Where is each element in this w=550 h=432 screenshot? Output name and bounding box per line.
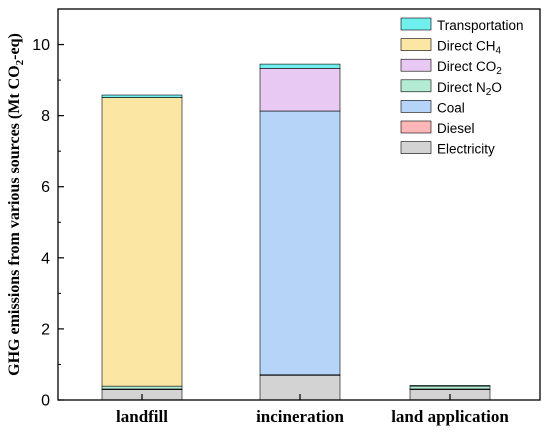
y-tick-label: 0 <box>41 393 50 410</box>
y-tick-label: 4 <box>41 250 50 267</box>
legend-swatch-direct-n2o <box>400 79 432 93</box>
y-tick-label: 8 <box>41 108 50 125</box>
plot-area-frame <box>57 8 541 401</box>
legend-label-diesel: Diesel <box>437 121 475 136</box>
y-axis-title: GHG emissions from various sources (Mt C… <box>6 33 26 376</box>
bar-segment-direct-n2o-land-application <box>409 385 491 390</box>
x-tick-label: incineration <box>256 407 344 426</box>
bar-segment-transportation-land-application <box>409 385 491 387</box>
bar-segment-coal-incineration <box>259 110 341 376</box>
legend-label-direct-ch4: Direct CH4 <box>437 39 502 57</box>
bar-segment-direct-co2-incineration <box>259 68 341 112</box>
legend-label-coal: Coal <box>437 100 465 115</box>
legend-label-direct-co2: Direct CO2 <box>437 59 502 77</box>
bars <box>101 63 491 401</box>
bar-segment-transportation-incineration <box>259 63 341 69</box>
legend-swatch-direct-co2 <box>400 58 432 72</box>
axes: 0 2 4 6 8 10 landfill incineration land applicat… <box>32 37 509 426</box>
legend-swatch-diesel <box>400 120 432 134</box>
bar-segment-direct-ch4-landfill <box>101 97 183 387</box>
legend: Transportation Direct CH4 Direct CO2 Direct… <box>400 17 524 157</box>
legend-swatch-transportation <box>400 17 432 31</box>
legend-swatch-coal <box>400 100 432 113</box>
x-tick-label: land application <box>391 407 509 426</box>
y-axis-title-group: GHG emissions from various sources (Mt C… <box>6 33 26 376</box>
x-tick-label: landfill <box>116 407 168 426</box>
legend-swatch-electricity <box>400 141 432 154</box>
y-tick-label: 10 <box>32 37 50 54</box>
legend-label-direct-n2o: Direct N2O <box>437 80 502 98</box>
legend-label-electricity: Electricity <box>437 142 495 157</box>
bar-segment-direct-n2o-landfill <box>101 385 183 390</box>
legend-swatch-direct-ch4 <box>400 38 432 51</box>
bar-segment-transportation-landfill <box>101 94 183 98</box>
y-tick-label: 6 <box>41 179 50 196</box>
legend-label-transportation: Transportation <box>437 18 524 33</box>
y-tick-label: 2 <box>41 321 50 338</box>
